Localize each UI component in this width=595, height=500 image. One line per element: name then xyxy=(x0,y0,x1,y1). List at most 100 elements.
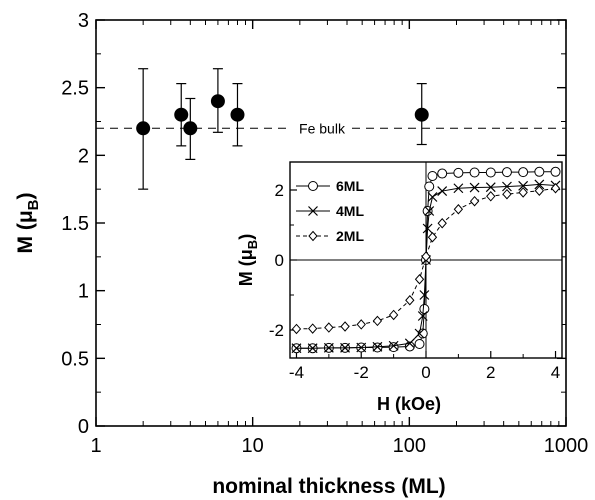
main-marks xyxy=(136,68,429,190)
main-y-axis-title: M (μB) xyxy=(14,192,42,253)
data-point-4ML xyxy=(307,343,318,354)
y-tick-label: 0 xyxy=(78,416,89,438)
data-point-2ML xyxy=(518,187,528,198)
data-point-4ML xyxy=(372,341,383,352)
data-point-4ML xyxy=(356,342,367,353)
y-tick-label: 2 xyxy=(78,145,89,167)
data-point-2ML xyxy=(421,251,431,262)
data-point-6ML xyxy=(518,167,529,178)
data-point xyxy=(414,107,429,122)
inset-y-axis-title-main: M (μ xyxy=(236,249,256,286)
data-point-6ML xyxy=(469,167,480,178)
data-point-6ML xyxy=(414,339,425,349)
data-point xyxy=(210,94,225,109)
inset-x-tick-label: -2 xyxy=(354,363,369,382)
legend-label-2ML: 2ML xyxy=(336,228,364,244)
data-point-4ML xyxy=(404,338,415,349)
inset-x-tick-label: 4 xyxy=(551,363,560,382)
data-point-6ML xyxy=(453,167,464,178)
legend-label-6ML: 6ML xyxy=(336,178,364,194)
data-point-4ML xyxy=(388,340,399,351)
data-point-2ML xyxy=(550,182,561,194)
y-tick-label: 1 xyxy=(78,281,89,303)
data-point-2ML xyxy=(324,322,334,333)
legend-marker-4ML xyxy=(308,206,318,216)
y-tick-label: 0.5 xyxy=(61,348,89,370)
data-point-6ML xyxy=(501,167,512,178)
data-point-6ML xyxy=(437,168,448,179)
inset-x-tick-label: -4 xyxy=(289,363,304,382)
data-point-6ML xyxy=(388,342,399,353)
data-point-2ML xyxy=(414,273,425,285)
inset-chart: -4 -2 0 2 4 -2 0 2 6ML 4ML 2ML H (kOe) M (μB) xyxy=(236,161,563,414)
data-point-2ML xyxy=(427,231,438,243)
y-tick-label: 1.5 xyxy=(61,213,89,235)
data-point-2ML xyxy=(356,319,366,330)
data-point-4ML xyxy=(291,343,302,354)
data-point-2ML xyxy=(405,294,415,306)
x-tick-label: 1 xyxy=(90,435,101,457)
reference-line-label: Fe bulk xyxy=(299,120,346,136)
data-point-4ML xyxy=(502,181,512,192)
main-y-axis-title-close: ) xyxy=(14,192,37,199)
data-point-2ML xyxy=(469,195,480,207)
data-point-2ML xyxy=(453,203,464,215)
data-point xyxy=(174,107,189,122)
data-point-4ML xyxy=(469,182,480,193)
data-point-2ML xyxy=(307,323,318,334)
data-point-2ML xyxy=(388,309,399,321)
inset-x-axis-title: H (kOe) xyxy=(377,394,441,414)
inset-axes: -4 -2 0 2 4 -2 0 2 xyxy=(269,162,562,382)
y-tick-label: 3 xyxy=(78,10,89,32)
data-point-6ML xyxy=(485,167,496,178)
inset-x-tick-label: 2 xyxy=(486,363,495,382)
data-point-4ML xyxy=(427,192,438,202)
data-point-2ML xyxy=(534,185,545,196)
data-point-2ML xyxy=(340,321,350,332)
data-point-4ML xyxy=(417,311,428,321)
data-point-2ML xyxy=(502,188,512,200)
data-point-4ML xyxy=(534,179,545,190)
main-y-axis-title-main: M (μ xyxy=(14,210,37,253)
data-point-4ML xyxy=(340,342,350,353)
main-chart: 1 10 100 1000 0 0.5 1 1.5 2 2.5 3 Fe bulk nominal … xyxy=(14,10,588,498)
data-point-2ML xyxy=(291,323,302,335)
data-point-6ML xyxy=(404,341,415,352)
main-y-axis-title-sub: B xyxy=(25,199,42,210)
data-point xyxy=(136,121,151,136)
inset-x-tick-label: 0 xyxy=(421,363,430,382)
inset-y-tick-label: 0 xyxy=(275,251,284,270)
data-point-4ML xyxy=(422,223,433,234)
inset-y-tick-label: -2 xyxy=(269,321,284,340)
data-point-4ML xyxy=(414,328,425,339)
legend-marker-2ML xyxy=(308,230,318,242)
inset-y-axis-title: M (μB) xyxy=(236,234,260,286)
x-tick-label: 1000 xyxy=(544,435,589,457)
x-tick-label: 100 xyxy=(393,435,426,457)
main-x-axis-title: nominal thickness (ML) xyxy=(212,475,445,498)
inset-legend: 6ML 4ML 2ML xyxy=(296,178,364,244)
data-point-6ML xyxy=(550,166,561,177)
data-point xyxy=(183,121,198,136)
data-point-4ML xyxy=(419,290,430,300)
data-point-4ML xyxy=(323,342,334,353)
inset-y-axis-title-close: ) xyxy=(236,234,256,240)
data-point-6ML xyxy=(417,328,428,339)
data-point-4ML xyxy=(485,182,496,193)
data-point-6ML xyxy=(422,206,433,216)
data-point-6ML xyxy=(427,171,438,181)
data-point-6ML xyxy=(534,166,545,177)
data-point-6ML xyxy=(424,181,435,192)
main-axes: 1 10 100 1000 0 0.5 1 1.5 2 2.5 3 xyxy=(61,10,588,457)
legend-label-4ML: 4ML xyxy=(336,203,364,219)
data-point xyxy=(230,107,245,122)
data-point-6ML xyxy=(419,304,430,314)
series-2ML xyxy=(291,182,561,335)
data-point-4ML xyxy=(453,183,464,194)
data-point-2ML xyxy=(372,315,383,327)
data-point-2ML xyxy=(486,191,496,202)
y-tick-label: 2.5 xyxy=(61,78,89,100)
legend-marker-6ML xyxy=(308,181,318,191)
data-point-2ML xyxy=(437,217,447,229)
